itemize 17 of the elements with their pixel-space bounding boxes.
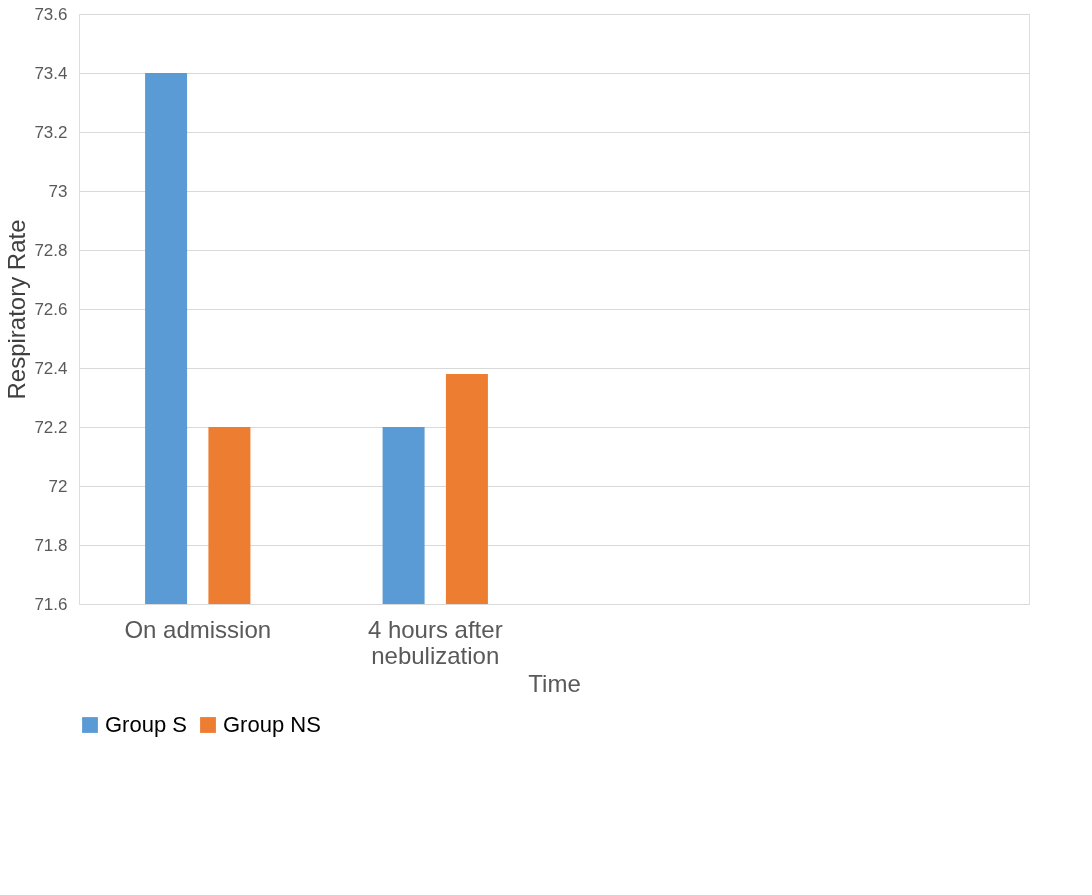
y-tick-label: 73.2	[34, 122, 68, 142]
y-tick-label: 73.4	[34, 63, 68, 83]
y-tick-label: 72.2	[34, 417, 68, 437]
y-tick-label: 72.4	[34, 358, 68, 378]
y-tick-label: 73	[48, 181, 68, 201]
y-tick-label: 72.8	[34, 240, 68, 260]
y-tick-label: 71.6	[34, 594, 68, 614]
y-tick-label: 72	[48, 476, 68, 496]
legend-label: Group NS	[223, 712, 321, 737]
y-tick-label: 71.8	[34, 535, 68, 555]
x-tick-label: On admission	[124, 615, 272, 643]
x-tick-label: 4 hours after nebulization	[367, 615, 503, 669]
y-tick-label: 72.6	[34, 299, 68, 319]
x-axis-title: Time	[528, 669, 581, 697]
legend-label: Group S	[105, 712, 187, 737]
y-tick-label: 73.6	[34, 4, 68, 24]
y-axis-title: Respiratory Rate	[3, 219, 31, 400]
